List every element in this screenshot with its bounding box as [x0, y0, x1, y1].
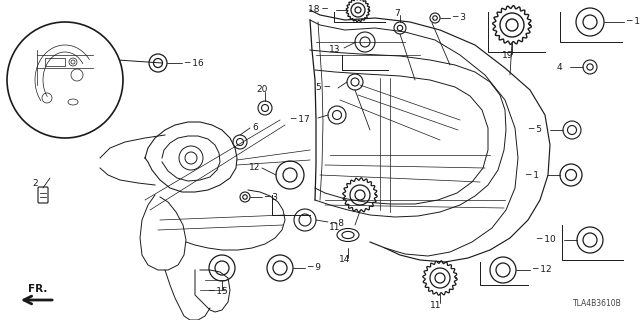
Text: 13: 13 [328, 44, 340, 53]
Text: 18 ─: 18 ─ [308, 5, 328, 14]
Text: ─ 9: ─ 9 [307, 263, 321, 273]
Text: 20: 20 [256, 85, 268, 94]
Text: ─ 16: ─ 16 [184, 59, 204, 68]
Text: 6: 6 [252, 123, 258, 132]
Text: 5 ─: 5 ─ [316, 84, 330, 92]
Text: 12: 12 [248, 164, 260, 172]
Text: ─ 10: ─ 10 [536, 236, 556, 244]
Text: FR.: FR. [28, 284, 48, 294]
Bar [45, 58, 65, 66]
Text: ─ 15: ─ 15 [208, 287, 228, 297]
Text: ─ 17: ─ 17 [291, 115, 310, 124]
Text: 4: 4 [556, 62, 562, 71]
Text: ─ 12: ─ 12 [626, 18, 640, 27]
Text: ─ 3: ─ 3 [264, 193, 278, 202]
Text: 11: 11 [430, 300, 442, 309]
Text: 19: 19 [502, 52, 514, 60]
Text: ─ 8: ─ 8 [330, 219, 344, 228]
Text: ─ 5: ─ 5 [528, 125, 542, 134]
Text: 7: 7 [394, 9, 400, 18]
Text: ─ 1: ─ 1 [525, 171, 539, 180]
Text: 2: 2 [32, 179, 38, 188]
Text: 14: 14 [339, 255, 351, 265]
Text: ─ 3: ─ 3 [452, 13, 466, 22]
Text: 11: 11 [328, 222, 340, 231]
Text: TLA4B3610B: TLA4B3610B [573, 299, 622, 308]
Text: ─ 12: ─ 12 [532, 266, 552, 275]
